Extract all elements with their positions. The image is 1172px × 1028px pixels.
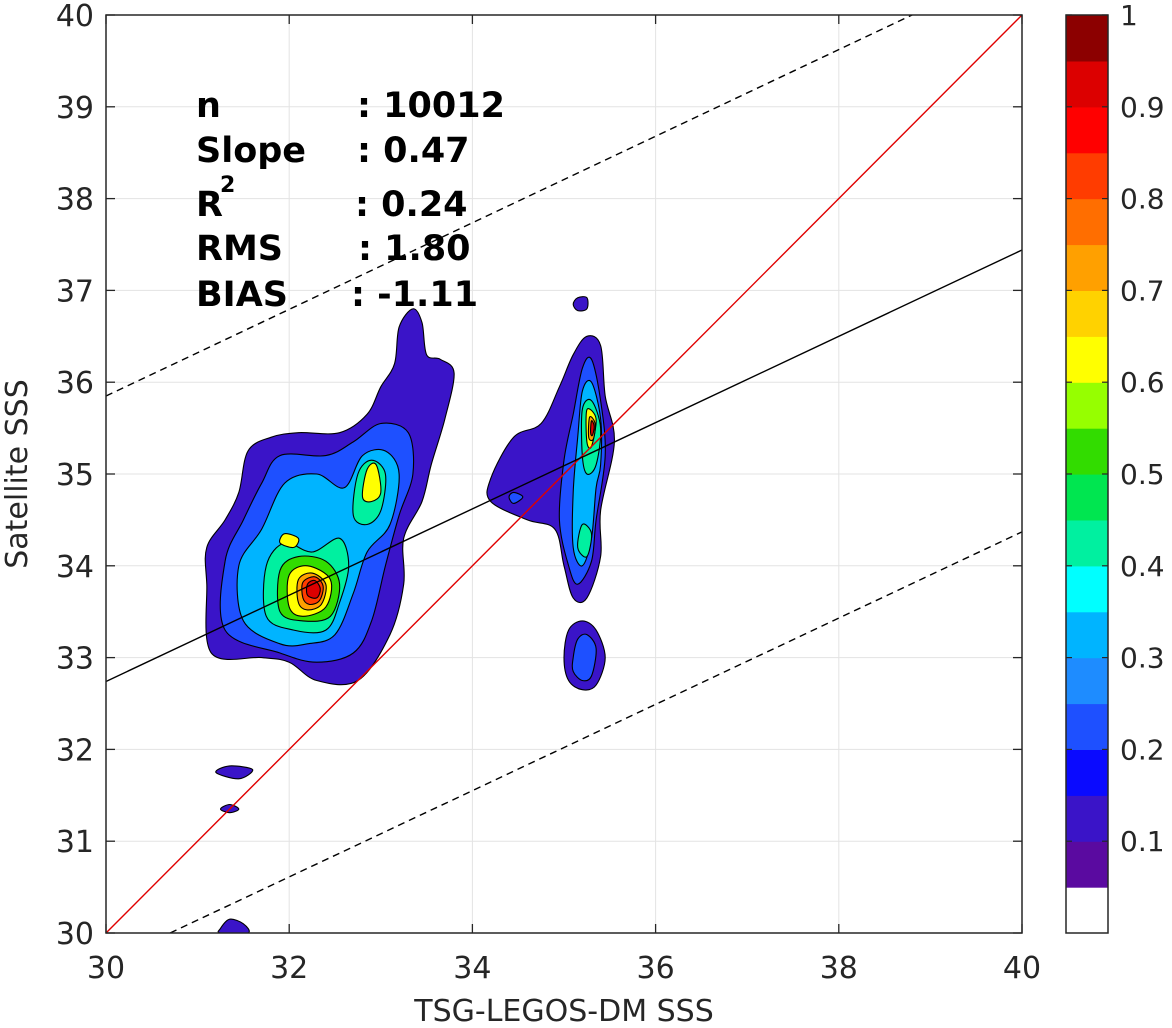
y-tick-label: 37 [56, 274, 94, 309]
density-contours [204, 296, 615, 933]
stat-r2-value: : 0.24 [355, 185, 468, 225]
x-tick-labels: 30 32 34 36 38 40 [87, 951, 1041, 986]
y-tick-labels: 30 31 32 33 34 35 36 37 38 39 40 [56, 0, 94, 952]
colorbar-tick-label: 0.2 [1120, 733, 1165, 766]
colorbar-swatch [1066, 795, 1108, 842]
stat-bias-value: : -1.11 [351, 275, 478, 315]
stat-bias-label: BIAS [196, 275, 288, 315]
y-tick-label: 38 [56, 183, 94, 218]
axis-ticks [105, 14, 1023, 934]
y-tick-label: 35 [56, 458, 94, 493]
stat-r2-superscript: 2 [220, 173, 235, 198]
upper-bound-line [106, 15, 913, 397]
colorbar-swatch [1066, 336, 1108, 383]
colorbar-tick-label: 0.1 [1120, 825, 1165, 858]
colorbar-swatch [1066, 519, 1108, 567]
colorbar-swatch [1066, 60, 1108, 108]
x-tick-label: 38 [820, 951, 858, 986]
density-contour-0-9 [590, 420, 595, 437]
x-tick-label: 32 [270, 951, 308, 986]
colorbar-swatch [1066, 749, 1108, 796]
x-tick-label: 34 [453, 951, 491, 986]
colorbar-tick-label: 0.7 [1120, 274, 1165, 307]
density-contour-0-4 [577, 523, 593, 558]
density-contour-0-6 [279, 533, 300, 549]
colorbar-swatch [1066, 290, 1108, 337]
colorbar-swatch [1066, 152, 1108, 200]
y-tick-label: 30 [56, 917, 94, 952]
colorbar-tick-label: 0.4 [1120, 550, 1165, 583]
colorbar-swatch [1066, 428, 1108, 475]
stats-annotation: n : 10012 Slope : 0.47 R 2 : 0.24 RMS : … [196, 86, 505, 315]
colorbar-labels: 0.1 0.2 0.3 0.4 0.5 0.6 0.7 0.8 0.9 1 [1120, 0, 1165, 858]
density-contour-0-2 [508, 491, 524, 504]
density-contour-0-2 [571, 633, 597, 682]
colorbar-swatch [1066, 106, 1108, 154]
reference-lines [106, 15, 1022, 933]
regression-fit-line [106, 249, 1022, 683]
density-contour-0-6 [361, 462, 382, 503]
colorbar-tick-label: 0.8 [1120, 183, 1165, 216]
x-tick-label: 36 [637, 951, 675, 986]
y-tick-label: 32 [56, 733, 94, 768]
y-tick-label: 31 [56, 825, 94, 860]
stat-rms-label: RMS [196, 229, 283, 269]
stat-r2-label: R [196, 185, 223, 225]
colorbar-swatch [1066, 565, 1108, 613]
x-tick-label: 40 [1003, 951, 1041, 986]
colorbar-swatch [1066, 198, 1108, 246]
stat-n-value: : 10012 [357, 86, 505, 126]
stat-n-label: n [196, 86, 221, 126]
colorbar-swatch [1066, 703, 1108, 750]
y-tick-label: 36 [56, 366, 94, 401]
density-contour-0-1 [215, 765, 254, 780]
colorbar-swatch [1066, 382, 1108, 429]
y-tick-label: 33 [56, 642, 94, 677]
colorbar-swatch [1066, 887, 1108, 934]
colorbar-swatch [1066, 841, 1108, 888]
colorbar-tick-label: 0.6 [1120, 366, 1165, 399]
lower-bound-line [169, 531, 1022, 933]
x-tick-label: 30 [87, 951, 125, 986]
y-tick-label: 34 [56, 550, 94, 585]
one-to-one-line [106, 15, 1022, 933]
colorbar-ticks [1066, 14, 1108, 842]
stat-rms-value: : 1.80 [358, 229, 471, 269]
y-axis-label: Satellite SSS [0, 379, 35, 569]
density-contour-0-1 [572, 296, 589, 312]
x-axis-label: TSG-LEGOS-DM SSS [413, 994, 714, 1028]
colorbar-swatch [1066, 657, 1108, 705]
colorbar-tick-label: 0.5 [1120, 458, 1165, 491]
colorbar-tick-label: 1 [1120, 0, 1138, 32]
y-tick-label: 39 [56, 91, 94, 126]
colorbar-swatch [1066, 244, 1108, 291]
colorbar-swatch [1066, 474, 1108, 521]
y-tick-label: 40 [56, 0, 94, 34]
colorbar-tick-label: 0.3 [1120, 642, 1165, 675]
colorbar [1066, 15, 1108, 934]
stat-slope-value: : 0.47 [357, 131, 470, 171]
colorbar-swatch [1066, 15, 1108, 62]
colorbar-swatch [1066, 611, 1108, 659]
stat-slope-label: Slope [196, 131, 306, 171]
colorbar-tick-label: 0.9 [1120, 91, 1165, 124]
